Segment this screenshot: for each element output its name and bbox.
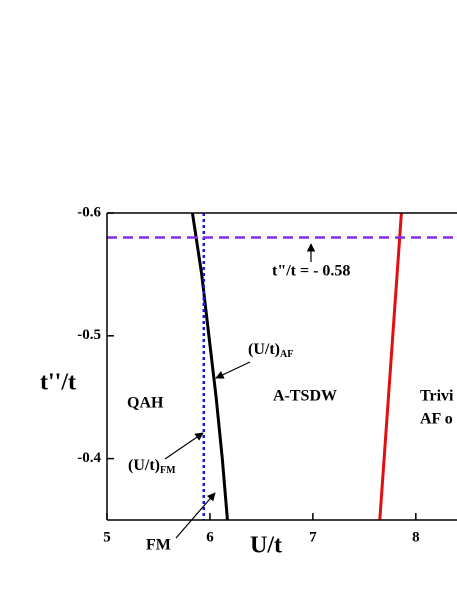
label-sub: AF <box>280 349 293 360</box>
arrow <box>175 492 216 539</box>
ticks: 5 6 7 8 -0.6 -0.5 -0.4 <box>77 204 419 545</box>
y-tick-label: -0.5 <box>77 327 101 343</box>
boundary-label: (U/t)FM <box>128 457 176 477</box>
phase-label: FM <box>146 537 171 554</box>
region-label: AF o <box>420 411 453 428</box>
label-sub: FM <box>160 465 176 476</box>
phase-boundary <box>378 213 403 520</box>
region-label: QAH <box>127 395 164 412</box>
line-label: t"/t = - 0.58 <box>272 263 350 280</box>
boundary-label: (U/t)AF <box>248 341 293 361</box>
label-main: (U/t) <box>128 457 160 474</box>
y-tick-label: -0.6 <box>77 204 101 220</box>
region-label: Trivi <box>420 388 454 405</box>
x-tick-label: 5 <box>103 529 111 545</box>
y-tick-label: -0.4 <box>77 450 101 466</box>
y-axis-label: t''/t <box>40 370 76 396</box>
x-tick-label: 6 <box>206 529 214 545</box>
x-tick-label: 8 <box>412 529 420 545</box>
x-axis-label: U/t <box>250 533 282 559</box>
plot-area <box>107 213 457 520</box>
label-main: (U/t) <box>248 341 280 358</box>
arrow <box>164 432 204 460</box>
x-tick-label: 7 <box>309 529 317 545</box>
arrow <box>215 361 251 379</box>
region-label: A-TSDW <box>273 388 337 405</box>
phase-boundary <box>190 213 229 520</box>
